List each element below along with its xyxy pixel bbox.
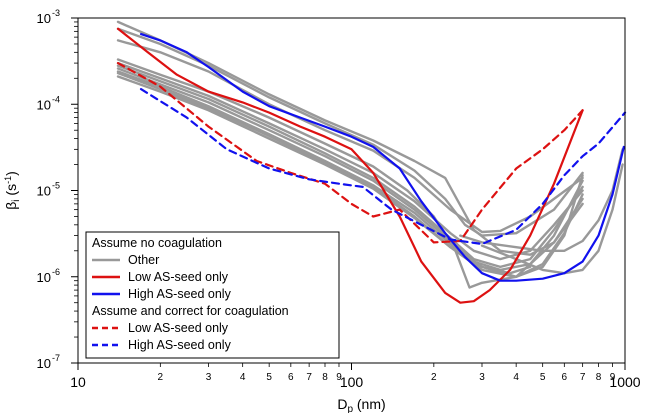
y-tick-label: 10 xyxy=(37,356,51,371)
x-minor-tick-label: 3 xyxy=(206,372,212,383)
x-tick-label: 100 xyxy=(340,374,364,390)
series-other-line xyxy=(116,20,584,256)
legend-entry-label: Low AS-seed only xyxy=(128,270,229,284)
x-minor-tick-label: 7 xyxy=(580,372,586,383)
x-minor-tick-label: 5 xyxy=(540,372,546,383)
x-minor-tick-label: 7 xyxy=(306,372,312,383)
series-other-line xyxy=(116,61,584,261)
y-tick-exponent: -7 xyxy=(52,353,60,363)
y-tick-exponent: -4 xyxy=(52,94,60,104)
series-other-line xyxy=(116,64,584,269)
x-minor-tick-label: 6 xyxy=(288,372,294,383)
series-nocoag-high-line xyxy=(139,32,625,282)
x-tick-label: 1000 xyxy=(609,374,640,390)
y-tick-label: 10 xyxy=(37,97,51,112)
x-minor-tick-label: 8 xyxy=(322,372,328,383)
x-minor-tick-label: 2 xyxy=(431,372,437,383)
x-minor-tick-label: 4 xyxy=(513,372,519,383)
x-minor-tick-label: 8 xyxy=(596,372,602,383)
series-other-line xyxy=(116,75,532,275)
y-tick-label: 10 xyxy=(37,270,51,285)
y-axis-title-group: βi (s-1) xyxy=(3,171,22,210)
x-axis-title: Dp (nm) xyxy=(337,396,385,413)
x-minor-tick-label: 5 xyxy=(266,372,272,383)
y-axis-title: βi (s-1) xyxy=(3,171,22,210)
x-minor-tick-label: 9 xyxy=(610,372,616,383)
legend-entry-label: High AS-seed only xyxy=(128,287,232,301)
series-coag-low-line xyxy=(116,61,584,244)
series-other-line xyxy=(116,70,584,278)
series-other-line xyxy=(116,71,584,278)
series-nocoag-low-line xyxy=(116,27,584,304)
legend-group-title: Assume and correct for coagulation xyxy=(92,304,289,318)
y-tick-label: 10 xyxy=(37,184,51,199)
y-tick-exponent: -6 xyxy=(52,267,60,277)
x-minor-tick-label: 9 xyxy=(336,372,342,383)
y-tick-exponent: -5 xyxy=(52,181,60,191)
y-tick-exponent: -3 xyxy=(52,8,60,18)
x-minor-tick-label: 2 xyxy=(158,372,164,383)
legend-box xyxy=(85,231,340,359)
x-minor-tick-label: 4 xyxy=(240,372,246,383)
legend-group-title: Assume no coagulation xyxy=(92,236,222,250)
series-other-line xyxy=(480,163,624,275)
legend-entry-label: High AS-seed only xyxy=(128,338,232,352)
y-tick-label: 10 xyxy=(37,11,51,26)
x-tick-label: 10 xyxy=(70,374,86,390)
legend-entry-label: Other xyxy=(128,253,159,267)
series-coag-high-line xyxy=(139,87,627,246)
legend: Assume no coagulation Other Low AS-seed on… xyxy=(85,231,340,359)
x-minor-tick-label: 6 xyxy=(562,372,568,383)
series-group xyxy=(116,20,627,304)
legend-entry-label: Low AS-seed only xyxy=(128,321,229,335)
series-other-line xyxy=(459,148,624,253)
x-minor-tick-label: 3 xyxy=(479,372,485,383)
